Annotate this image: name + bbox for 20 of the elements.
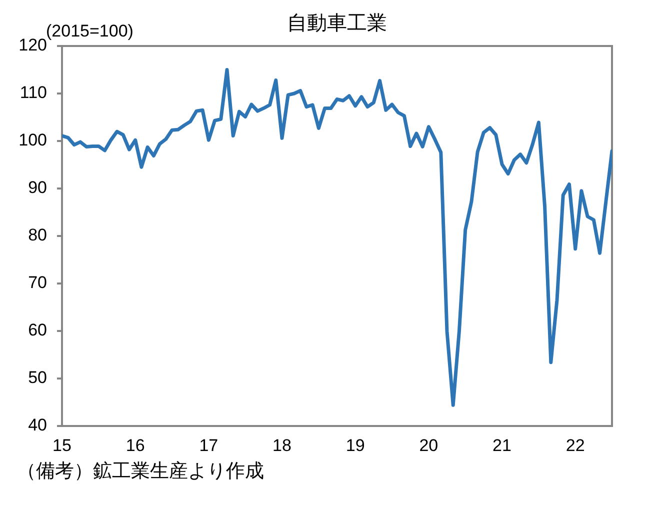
x-tick-label: 17 xyxy=(199,436,218,455)
y-tick-label: 110 xyxy=(20,83,47,102)
x-tick-label: 18 xyxy=(272,436,292,455)
x-tick-label: 20 xyxy=(419,436,438,455)
y-tick-label: 120 xyxy=(18,36,47,55)
y-tick-label: 50 xyxy=(28,368,47,388)
x-tick-label: 16 xyxy=(126,436,145,455)
x-tick-label: 15 xyxy=(52,436,72,455)
y-tick-label: 80 xyxy=(28,226,47,245)
x-tick-label: 22 xyxy=(566,436,585,455)
chart-title: 自動車工業 xyxy=(287,12,387,35)
x-tick-label: 21 xyxy=(492,436,512,455)
x-tick-label: 19 xyxy=(346,436,365,455)
y-tick-label: 90 xyxy=(28,178,47,198)
y-tick-label: 70 xyxy=(28,273,47,292)
y-tick-label: 60 xyxy=(28,320,47,340)
y-tick-label: 100 xyxy=(18,130,47,150)
text: （備考）鉱工業生産より作成 xyxy=(17,460,264,482)
y-axis-title: (2015=100) xyxy=(46,22,134,41)
y-tick-label: 40 xyxy=(28,416,47,435)
